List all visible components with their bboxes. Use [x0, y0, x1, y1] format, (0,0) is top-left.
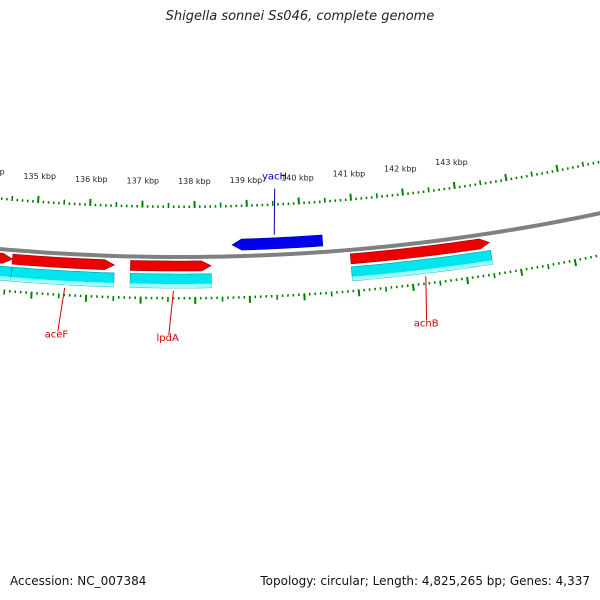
backbone-track [0, 211, 600, 260]
gene-arrow-lpdA [130, 260, 212, 272]
gene-label-lpdA: lpdA [157, 333, 179, 344]
cds-highlight-lpdA [129, 283, 212, 288]
scale-label-135: 135 kbp [23, 172, 56, 181]
leader-line-lpdA [168, 290, 174, 336]
scale-tick [427, 187, 430, 193]
outer-tick [547, 264, 550, 270]
scale-label-134: 134 kbp [0, 168, 5, 177]
scale-tick [37, 195, 40, 203]
outer-tick [30, 291, 33, 299]
scale-labels: 134 kbp 135 kbp 136 kbp 137 kbp 138 kbp 139 k… [0, 158, 468, 186]
scale-tick [479, 180, 482, 186]
cds-block-acnB [350, 250, 494, 282]
gene-arrow-acnB [349, 238, 491, 265]
scale-label-139: 139 kbp [230, 176, 263, 185]
scale-tick [581, 161, 585, 167]
outer-tick [411, 283, 415, 291]
scale-tick [452, 181, 456, 190]
scale-tick [592, 161, 595, 165]
scale-tick [530, 171, 533, 177]
scale-tick [349, 193, 353, 201]
scale-tick [587, 162, 590, 166]
cds-highlight-aceF [10, 277, 114, 287]
outer-tick [595, 254, 598, 258]
scale-tick [597, 160, 600, 164]
scale-label-138: 138 kbp [178, 177, 211, 186]
outer-tick-track [3, 254, 598, 304]
outer-tick [520, 268, 524, 276]
gene-label-acnB: acnB [414, 319, 439, 330]
scale-label-137: 137 kbp [127, 177, 160, 186]
scale-tick [555, 164, 559, 172]
gene-label-yacH: yacH [262, 172, 287, 183]
leader-line-aceF [57, 287, 66, 332]
gene-arrow-aceE [0, 252, 14, 264]
outer-tick [493, 272, 496, 279]
leader-line-acnB [425, 276, 428, 321]
accession-text: Accession: NC_007384 [10, 574, 147, 588]
cds-highlight-acnB [352, 260, 493, 281]
genome-summary-text: Topology: circular; Length: 4,825,265 bp… [260, 574, 590, 588]
scale-label-141: 141 kbp [333, 170, 366, 179]
scale-tick-track [0, 160, 600, 209]
scale-tick [401, 188, 404, 196]
scale-label-143: 143 kbp [435, 158, 468, 167]
cds-highlight-aceE [0, 276, 11, 282]
scale-tick [576, 165, 580, 168]
outer-tick [573, 258, 578, 267]
outer-tick [357, 289, 361, 297]
outer-tick [439, 280, 442, 286]
map-title: Shigella sonnei Ss046, complete genome [165, 9, 435, 24]
scale-label-136: 136 kbp [75, 175, 108, 184]
genome-backbone [0, 211, 600, 260]
outer-tick [466, 276, 470, 285]
scale-tick [375, 193, 378, 199]
gene-label-aceF: aceF [45, 329, 69, 340]
scale-tick [504, 173, 508, 182]
cds-track [0, 250, 494, 289]
scale-label-140: 140 kbp [281, 173, 314, 182]
gene-arrow-yacH [231, 234, 324, 251]
gene-track [0, 234, 491, 272]
scale-label-142: 142 kbp [384, 165, 417, 174]
gene-labels: aceEaceFlpdAyacHacnB [45, 172, 439, 344]
gene-arrow-aceF [11, 253, 116, 270]
